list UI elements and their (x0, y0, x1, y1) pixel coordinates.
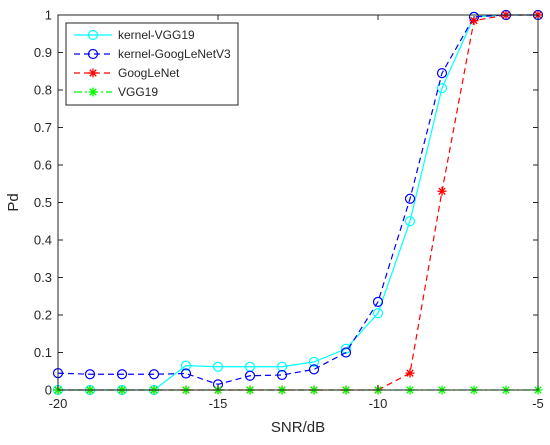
data-point (405, 368, 415, 378)
legend-marker (87, 48, 99, 60)
y-tick-label: 0.2 (34, 308, 52, 323)
data-point (308, 356, 320, 367)
data-point (212, 361, 224, 372)
legend-label: kernel-VGG19 (118, 28, 195, 42)
data-point (437, 186, 447, 196)
data-point (340, 343, 352, 354)
legend-label: VGG19 (118, 85, 158, 99)
data-point (84, 369, 96, 380)
legend-marker (88, 87, 98, 97)
data-point (372, 296, 384, 307)
y-tick-label: 0.9 (34, 45, 52, 60)
legend-item: GoogLeNet (74, 66, 180, 80)
data-point (436, 68, 448, 79)
x-tick-label: -20 (49, 396, 68, 411)
y-tick-label: 0.4 (34, 233, 52, 248)
data-point (340, 347, 352, 358)
data-point (244, 370, 256, 381)
x-axis-label: SNR/dB (271, 419, 325, 436)
legend-marker (88, 68, 98, 78)
y-tick-label: 1 (45, 8, 52, 23)
data-point (308, 364, 320, 375)
legend-marker (87, 29, 99, 41)
data-point (180, 360, 192, 371)
data-point (116, 369, 128, 380)
y-tick-label: 0.6 (34, 158, 52, 173)
y-tick-label: 0.1 (34, 345, 52, 360)
y-axis-label: Pd (5, 193, 22, 211)
legend-label: kernel-GoogLeNetV3 (118, 47, 231, 61)
x-tick-label: -10 (369, 396, 388, 411)
y-tick-label: 0.3 (34, 270, 52, 285)
data-point (372, 308, 384, 319)
data-point (404, 193, 416, 204)
series-line (57, 14, 538, 386)
x-tick-label: -15 (209, 396, 228, 411)
legend-label: GoogLeNet (118, 66, 180, 80)
y-tick-label: 0.5 (34, 195, 52, 210)
y-tick-label: 0.8 (34, 83, 52, 98)
axis-layer: -20 -15 -10 -5 0 0.1 0.2 0.3 0.4 0.5 0.6 0.7 0.8 0.9 1 (34, 8, 544, 412)
data-point (276, 361, 288, 372)
legend-item: kernel-VGG19 (74, 28, 195, 42)
legend-item: VGG19 (74, 85, 158, 99)
data-point (276, 369, 288, 381)
legend-item: kernel-GoogLeNetV3 (74, 47, 231, 61)
x-tick-label: -5 (532, 396, 544, 411)
data-point (180, 368, 192, 379)
data-point (436, 83, 448, 94)
legend-box (65, 22, 239, 106)
data-point (404, 216, 416, 227)
data-point (469, 16, 479, 26)
data-point (148, 369, 160, 380)
legend: kernel-VGG19 kernel-GoogLeNetV3 GoogLeNet V… (65, 22, 239, 106)
y-tick-label: 0 (45, 383, 52, 398)
y-tick-label: 0.7 (34, 120, 52, 135)
